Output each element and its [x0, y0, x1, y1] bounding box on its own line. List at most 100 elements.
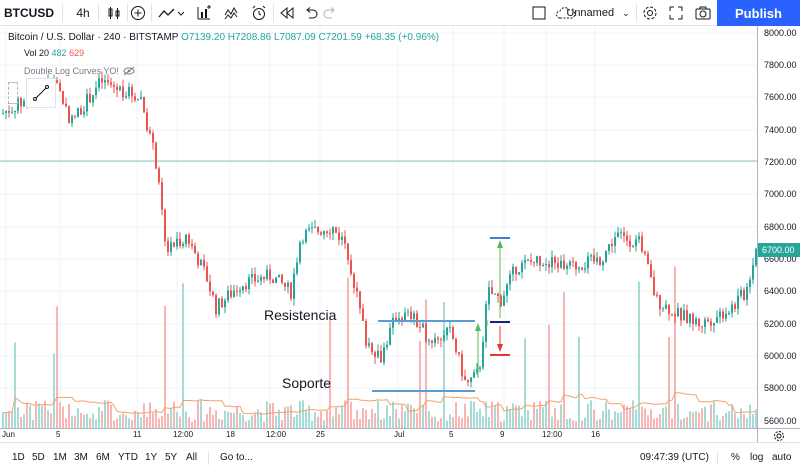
candle-body [638, 236, 640, 240]
candle-body [164, 209, 166, 242]
volume-bar [743, 414, 745, 428]
candle-body [677, 307, 679, 317]
log-toggle[interactable]: log [750, 452, 764, 463]
volume-bar [86, 414, 88, 428]
candle-body [521, 262, 523, 273]
candle-body [710, 321, 712, 326]
range-button-5y[interactable]: 5Y [165, 452, 178, 463]
price-tick-label: 7000.00 [764, 189, 797, 199]
chart-pane[interactable]: Resistencia Soporte » [0, 26, 757, 428]
settings-icon[interactable] [640, 0, 660, 26]
volume-legend[interactable]: Vol 20 482 629 [24, 48, 84, 58]
range-button-1m[interactable]: 1M [53, 452, 67, 463]
candle-body [269, 269, 271, 280]
volume-bar [218, 418, 220, 428]
candle-body [425, 323, 427, 342]
volume-bar [2, 412, 4, 428]
candle-body [167, 241, 169, 253]
volume-bar [539, 401, 541, 428]
clock[interactable]: 09:47:39 (UTC) [640, 452, 709, 463]
volume-bar [182, 283, 184, 428]
candle-body [740, 289, 742, 296]
volume-ma-line [2, 392, 757, 415]
volume-bar [38, 403, 40, 428]
volume-bar [329, 318, 331, 428]
fullscreen-icon[interactable] [666, 0, 686, 26]
candle-body [278, 274, 280, 278]
interval-button[interactable]: 4h [76, 6, 90, 20]
volume-bar [275, 415, 277, 428]
layout-name[interactable]: Unnamed ⌄ [558, 0, 638, 26]
add-indicator-icon[interactable] [128, 0, 148, 26]
volume-bar [467, 416, 469, 428]
percent-toggle[interactable]: % [731, 452, 740, 463]
volume-bar [692, 412, 694, 428]
volume-bar [728, 411, 730, 428]
candle-body [314, 227, 316, 229]
settings-icon[interactable] [773, 430, 785, 442]
redo-icon[interactable] [320, 0, 340, 26]
candle-body [341, 236, 343, 241]
volume-bar [443, 302, 445, 428]
indicators-icon[interactable] [194, 0, 214, 26]
volume-bar [752, 413, 754, 428]
candle-body [698, 318, 700, 327]
volume-bar [425, 299, 427, 428]
volume-bar [482, 416, 484, 428]
axis-settings[interactable] [757, 428, 800, 442]
volume-bar [161, 415, 163, 428]
candle-body [365, 321, 367, 346]
time-tick-label: 12:00 [542, 430, 563, 439]
price-chart[interactable] [0, 26, 757, 428]
candles-icon[interactable] [104, 0, 124, 26]
publish-button[interactable]: Publish [717, 0, 800, 26]
volume-bar [434, 416, 436, 428]
camera-icon[interactable] [692, 0, 714, 26]
range-button-1y[interactable]: 1Y [145, 452, 158, 463]
candle-body [530, 260, 532, 262]
hidden-eye-icon[interactable] [123, 66, 135, 76]
symbol-search[interactable]: BTCUSD [4, 6, 54, 20]
replay-icon[interactable] [277, 0, 297, 26]
range-button-3m[interactable]: 3M [74, 452, 88, 463]
volume-bar [50, 413, 52, 428]
candle-body [179, 238, 181, 246]
range-button-5d[interactable]: 5D [32, 452, 45, 463]
price-axis[interactable]: 8000.00 7800.00 7600.00 7400.00 7200.00 7000.… [757, 26, 800, 428]
candle-body [83, 111, 85, 115]
drawing-toolbar-handle[interactable] [8, 82, 18, 104]
volume-bar [716, 415, 718, 428]
candle-body [500, 295, 502, 306]
layout-icon[interactable] [530, 0, 548, 26]
candle-body [401, 318, 403, 322]
candle-body [362, 308, 364, 322]
volume-bar [485, 401, 487, 428]
templates-icon[interactable] [222, 0, 242, 26]
time-axis[interactable]: Jun 5 11 12:00 18 12:00 25 Jul 5 9 12:00 16 [0, 428, 757, 442]
range-button-1d[interactable]: 1D [12, 452, 25, 463]
alert-icon[interactable] [249, 0, 269, 26]
cloud-icon[interactable] [555, 0, 577, 26]
candle-body [539, 256, 541, 266]
range-button-ytd[interactable]: YTD [118, 452, 138, 463]
indicator-legend[interactable]: Double Log Curves YO! [24, 66, 135, 76]
trendline-tool-button[interactable] [26, 78, 56, 108]
range-button-all[interactable]: All [186, 452, 198, 463]
volume-bar [428, 411, 430, 428]
legend-title[interactable]: Bitcoin / U.S. Dollar [8, 32, 95, 43]
candle-body [419, 326, 421, 328]
volume-bar [617, 412, 619, 428]
compare-icon[interactable] [156, 0, 188, 26]
volume-bar [134, 410, 136, 428]
volume-bar [488, 416, 490, 428]
resistance-label: Resistencia [264, 307, 337, 323]
candle-body [254, 273, 256, 282]
legend-close: C7201.59 [318, 32, 362, 43]
auto-toggle[interactable]: auto [772, 452, 792, 463]
range-button-6m[interactable]: 6M [96, 452, 110, 463]
candle-body [131, 86, 133, 97]
goto-button[interactable]: Go to... [220, 452, 253, 463]
undo-icon[interactable] [301, 0, 321, 26]
candle-body [458, 352, 460, 354]
candle-body [653, 276, 655, 295]
